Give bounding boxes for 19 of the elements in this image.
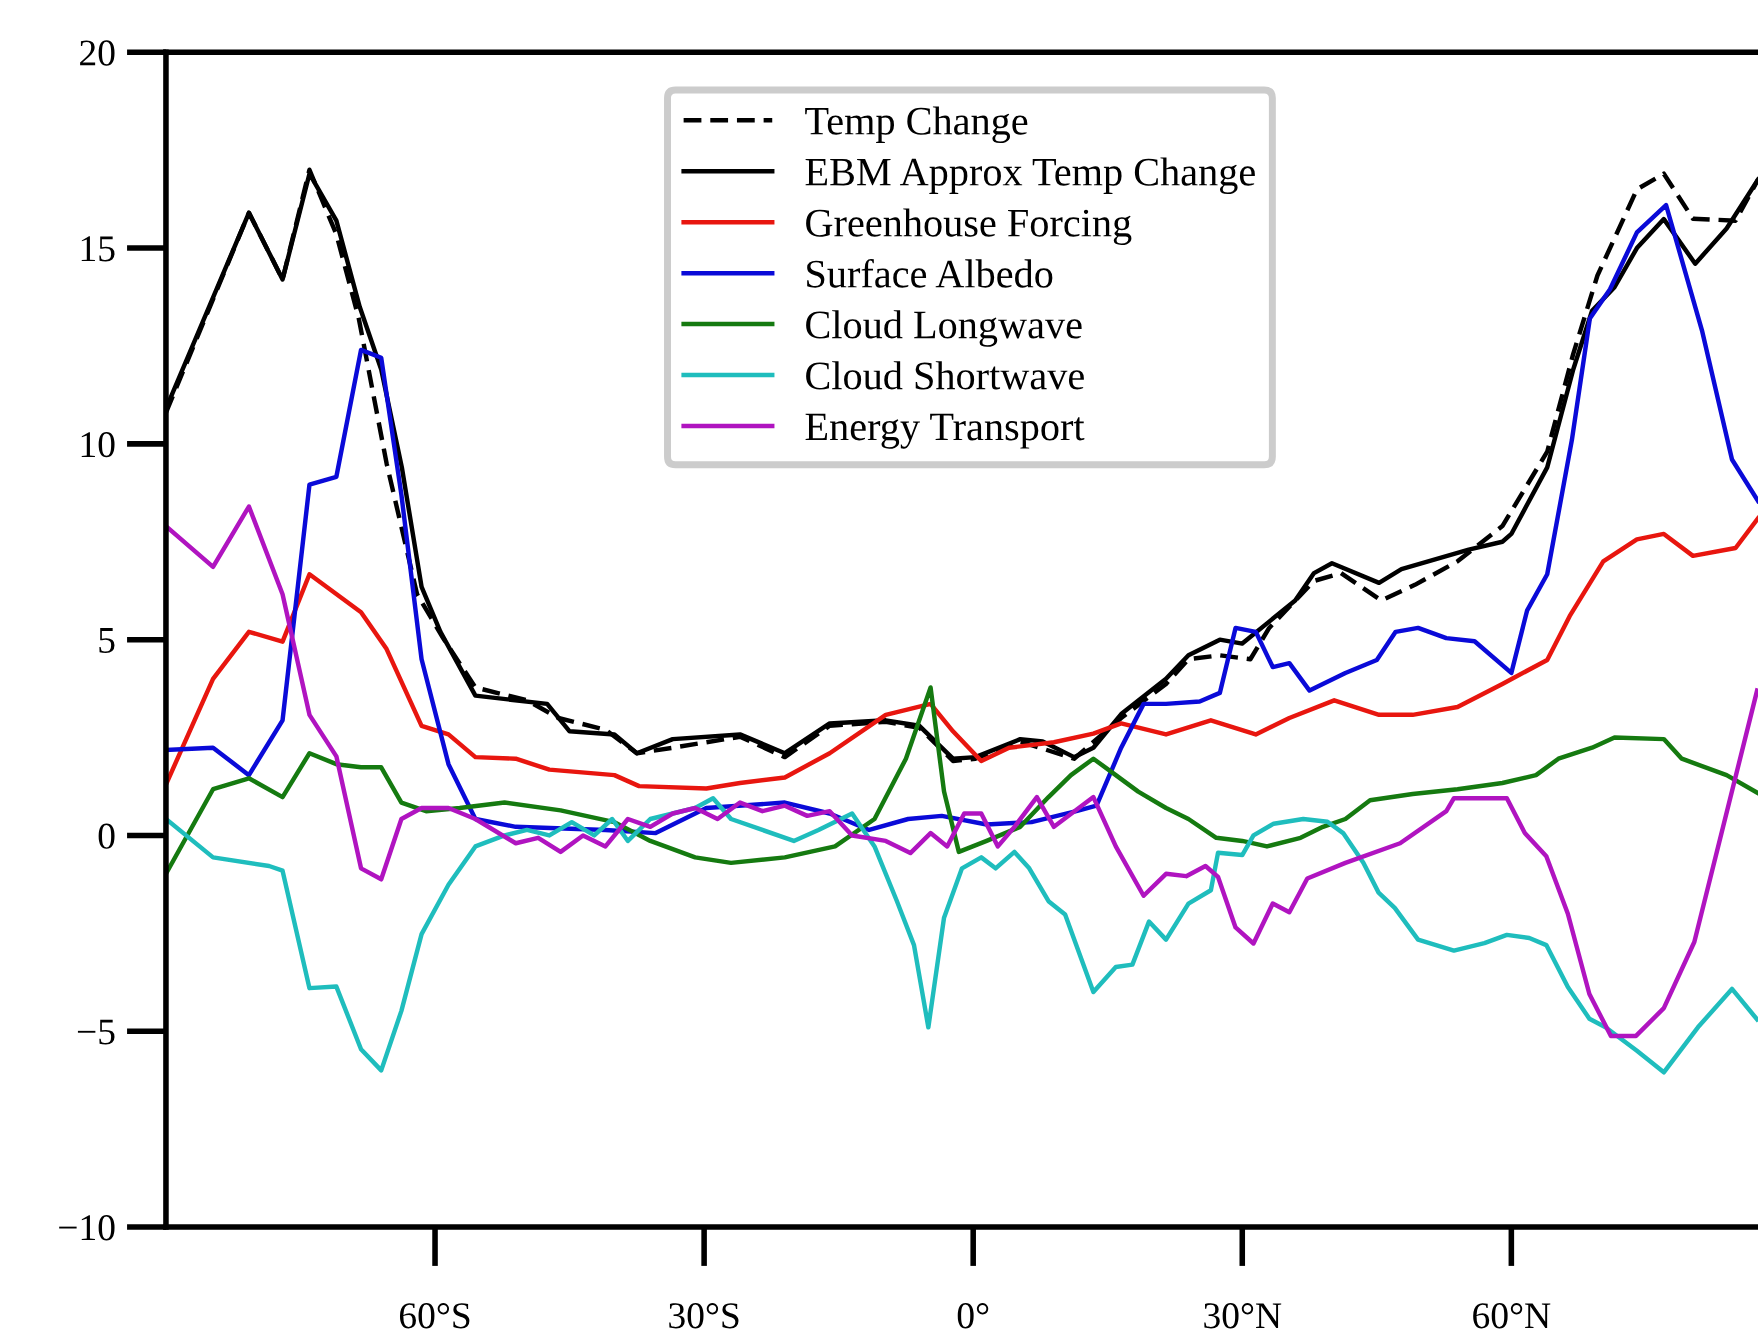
y-tick-label: 0	[98, 823, 115, 849]
x-tick-label: 30°S	[669, 1303, 739, 1329]
x-tick-label: 0°	[957, 1303, 989, 1329]
legend-label: Cloud Shortwave	[806, 361, 1084, 390]
x-tick-label: 30°N	[1204, 1303, 1282, 1329]
legend-label: Temp Change	[805, 106, 1028, 144]
y-tick-label: 5	[99, 628, 115, 654]
x-tick-label: 60°S	[399, 1303, 470, 1329]
y-tick-label: −5	[77, 1019, 115, 1045]
legend-label: EBM Approx Temp Change	[805, 157, 1255, 195]
y-tick-label: 15	[81, 236, 115, 262]
legend-label: Greenhouse Forcing	[806, 208, 1132, 246]
legend-label: Cloud Longwave	[806, 310, 1082, 347]
y-tick-label: 20	[80, 40, 115, 66]
y-tick-label: −10	[59, 1215, 115, 1241]
legend-label: Surface Albedo	[807, 258, 1053, 288]
y-tick-label: 10	[81, 431, 115, 458]
legend-label: Energy Transport	[805, 413, 1085, 449]
x-tick-label: 60°N	[1473, 1303, 1551, 1329]
